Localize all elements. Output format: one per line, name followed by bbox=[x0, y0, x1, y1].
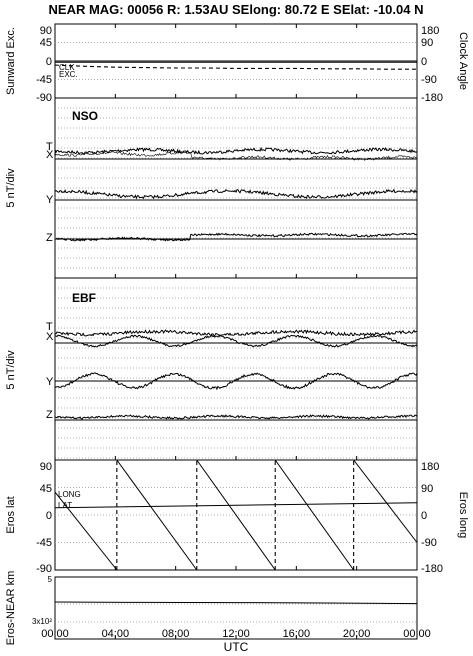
clock-right-ylabel: Clock Angle bbox=[457, 32, 469, 90]
eros-long-series bbox=[54, 459, 418, 571]
ebf-x-trace bbox=[55, 334, 418, 348]
eros-left-tick: 45 bbox=[40, 483, 52, 495]
eros-left-tick: 90 bbox=[40, 461, 52, 473]
exc-series-label: EXC. bbox=[59, 70, 78, 79]
eros-right-ylabel: Eros long bbox=[457, 492, 469, 538]
ebf-x-label: X bbox=[46, 331, 54, 343]
long-segment bbox=[274, 459, 355, 571]
clock-angle-panel: 90 45 0 -45 -90 180 90 0 -90 -180 CLK EX… bbox=[5, 23, 469, 104]
nso-grid bbox=[55, 107, 417, 269]
nso-ylabel: 5 nT/div bbox=[5, 168, 17, 208]
clock-angle-series bbox=[54, 64, 417, 70]
ebf-z-trace bbox=[54, 414, 418, 420]
clock-left-tick: 90 bbox=[40, 25, 52, 37]
ebf-t-trace bbox=[55, 329, 418, 338]
nso-y-label: Y bbox=[46, 194, 54, 206]
long-segment bbox=[116, 459, 198, 571]
nso-panel: NSO T X Y Z 5 nT/div bbox=[5, 97, 418, 279]
ebf-grid bbox=[55, 287, 417, 459]
ebf-panel: EBF T X Y Z 5 nT/div bbox=[5, 277, 418, 461]
eros-lat-series bbox=[54, 502, 418, 509]
range-series bbox=[54, 601, 418, 605]
nso-x-label: X bbox=[46, 149, 54, 161]
nso-z-label: Z bbox=[46, 232, 53, 244]
nso-y-trace bbox=[54, 188, 418, 200]
ebf-z-label: Z bbox=[46, 409, 53, 421]
figure-title: NEAR MAG: 00056 R: 1.53AU SElong: 80.72 … bbox=[49, 2, 424, 17]
eros-left-ylabel: Eros lat bbox=[5, 496, 17, 533]
ebf-t-label: T bbox=[46, 321, 53, 333]
range-tick: 5 bbox=[48, 575, 53, 584]
ebf-panel-frame bbox=[54, 277, 418, 461]
clock-left-tick: -90 bbox=[36, 92, 52, 104]
utc-tick-label: 16:00 bbox=[283, 628, 311, 640]
eros-left-tick: -90 bbox=[36, 563, 52, 575]
eros-position-panel: 90 45 0 -45 -90 180 90 0 -90 -180 LONG L… bbox=[5, 459, 469, 575]
ebf-panel-label: EBF bbox=[72, 291, 96, 305]
eros-right-tick: 180 bbox=[421, 461, 439, 473]
eros-left-tick: 0 bbox=[46, 510, 52, 522]
nso-x-trace bbox=[54, 151, 418, 161]
clock-left-tick: 0 bbox=[46, 56, 52, 68]
ebf-y-label: Y bbox=[46, 376, 54, 388]
utc-tick-label: 00:00 bbox=[41, 628, 69, 640]
clock-right-tick: -90 bbox=[421, 74, 437, 86]
utc-tick-label: 00:00 bbox=[403, 628, 431, 640]
range-tick: 3x10² bbox=[32, 617, 52, 626]
utc-tick-label: 12:00 bbox=[222, 628, 250, 640]
utc-axis: 00:00 04:00 08:00 12:00 16:00 20:00 00:00 bbox=[41, 24, 431, 640]
utc-axis-label: UTC bbox=[224, 640, 249, 654]
long-segment bbox=[196, 459, 276, 571]
eros-right-tick: -180 bbox=[421, 563, 443, 575]
clock-right-tick: 180 bbox=[421, 25, 439, 37]
eros-left-tick: -45 bbox=[36, 537, 52, 549]
eros-right-tick: -90 bbox=[421, 537, 437, 549]
nso-t-label: T bbox=[46, 141, 53, 153]
clock-left-tick: -45 bbox=[36, 74, 52, 86]
nso-z-trace bbox=[54, 232, 418, 242]
utc-tick-label: 08:00 bbox=[162, 628, 190, 640]
utc-tick-label: 20:00 bbox=[343, 628, 371, 640]
eros-right-tick: 90 bbox=[421, 483, 433, 495]
clock-right-tick: 90 bbox=[421, 37, 433, 49]
clock-left-tick: 45 bbox=[40, 37, 52, 49]
nso-t-trace bbox=[54, 146, 418, 155]
ebf-ylabel: 5 nT/div bbox=[5, 350, 17, 390]
long-segment bbox=[353, 459, 418, 543]
clock-right-tick: -180 bbox=[421, 92, 443, 104]
clock-right-tick: 0 bbox=[421, 56, 427, 68]
nso-panel-label: NSO bbox=[72, 109, 98, 123]
eros-right-tick: 0 bbox=[421, 510, 427, 522]
long-series-label: LONG bbox=[58, 490, 81, 499]
long-segment bbox=[54, 491, 118, 571]
clk-series-label: CLK bbox=[59, 63, 75, 72]
ebf-y-trace bbox=[54, 372, 418, 391]
clock-left-ylabel: Sunward Exc. bbox=[5, 27, 17, 95]
range-ylabel: Eros-NEAR km bbox=[5, 571, 17, 646]
utc-tick-label: 04:00 bbox=[102, 628, 130, 640]
